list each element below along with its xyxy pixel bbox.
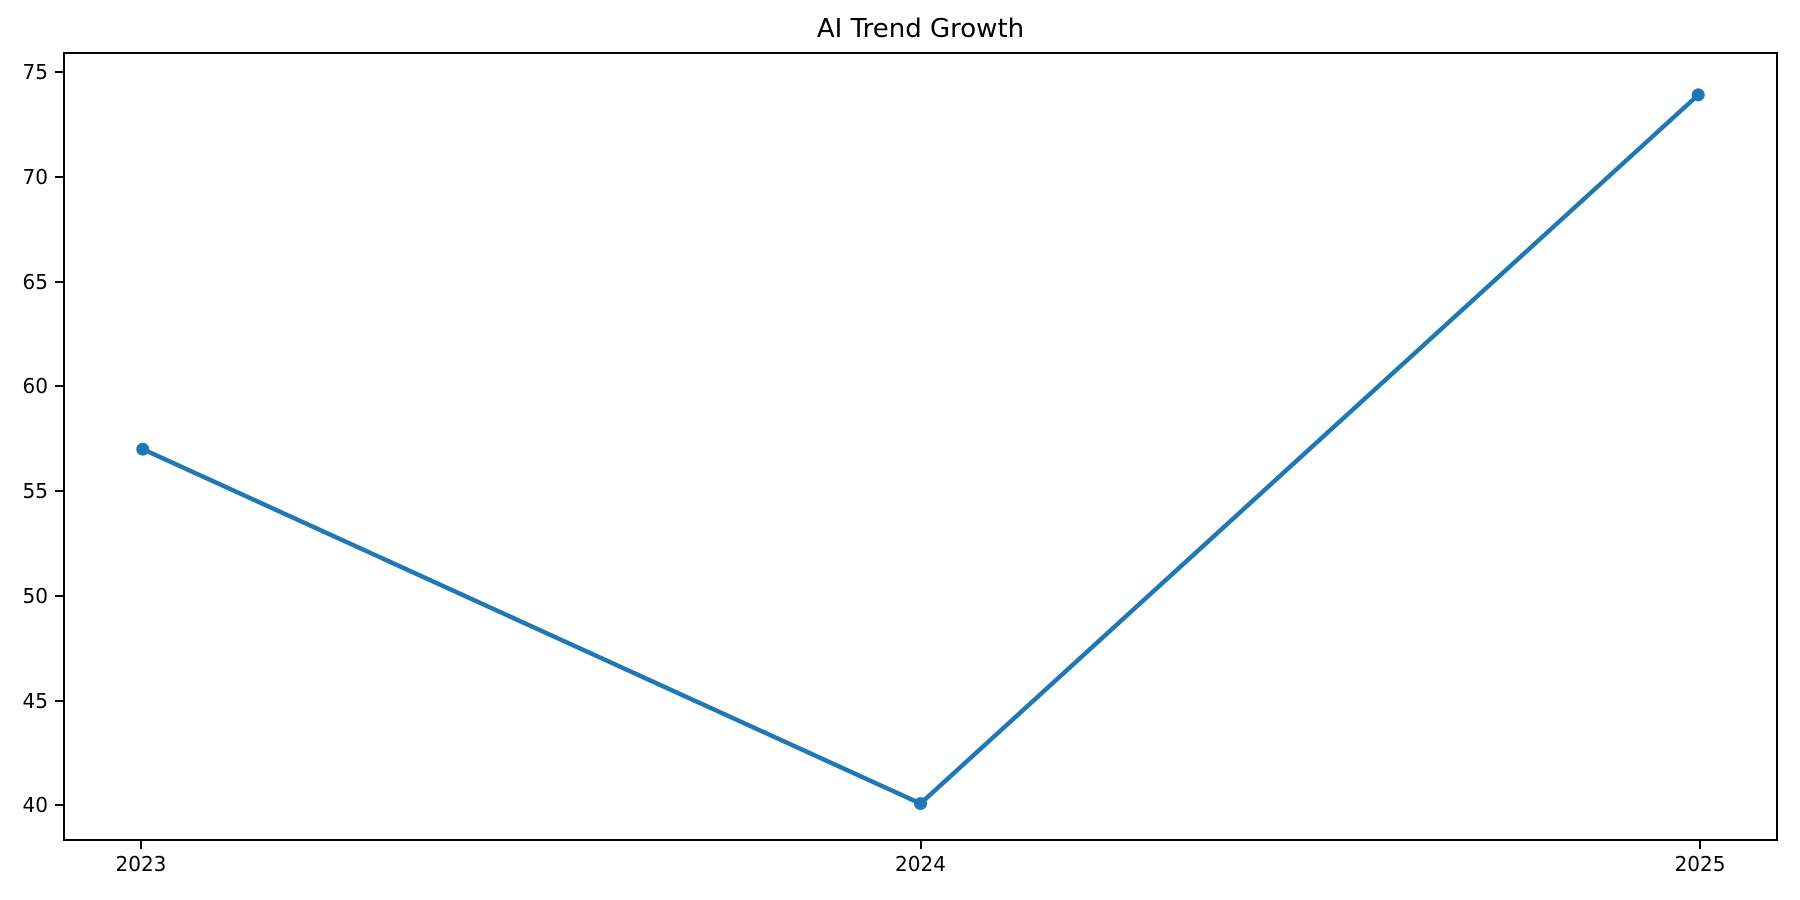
data-point-marker — [136, 442, 150, 456]
x-tick-mark — [139, 841, 142, 849]
data-point-marker — [914, 797, 927, 811]
trend-line — [140, 92, 1701, 806]
y-tick-label: 65 — [22, 269, 48, 294]
x-tick-label: 2023 — [115, 852, 167, 876]
plot-area — [63, 52, 1778, 841]
y-tick-mark — [55, 594, 63, 597]
y-tick-mark — [55, 490, 63, 493]
y-tick-mark — [55, 804, 63, 807]
line-plot — [136, 88, 1705, 811]
x-tick-label: 2024 — [895, 852, 946, 876]
x-tick-label: 2025 — [1674, 852, 1726, 876]
y-tick-mark — [55, 71, 63, 74]
y-tick-label: 75 — [22, 60, 48, 85]
y-tick-mark — [55, 280, 63, 283]
y-tick-mark — [55, 175, 63, 178]
y-tick-label: 60 — [22, 374, 48, 399]
y-tick-label: 40 — [22, 793, 48, 818]
x-tick-mark — [1699, 841, 1702, 849]
y-tick-label: 55 — [22, 479, 48, 504]
y-tick-label: 50 — [22, 583, 48, 608]
chart-title: AI Trend Growth — [816, 14, 1025, 44]
y-tick-label: 45 — [22, 688, 48, 713]
y-tick-mark — [55, 699, 63, 702]
y-tick-mark — [55, 385, 63, 388]
data-point-marker — [1691, 88, 1705, 102]
y-tick-label: 70 — [22, 164, 48, 189]
x-tick-mark — [919, 841, 922, 849]
